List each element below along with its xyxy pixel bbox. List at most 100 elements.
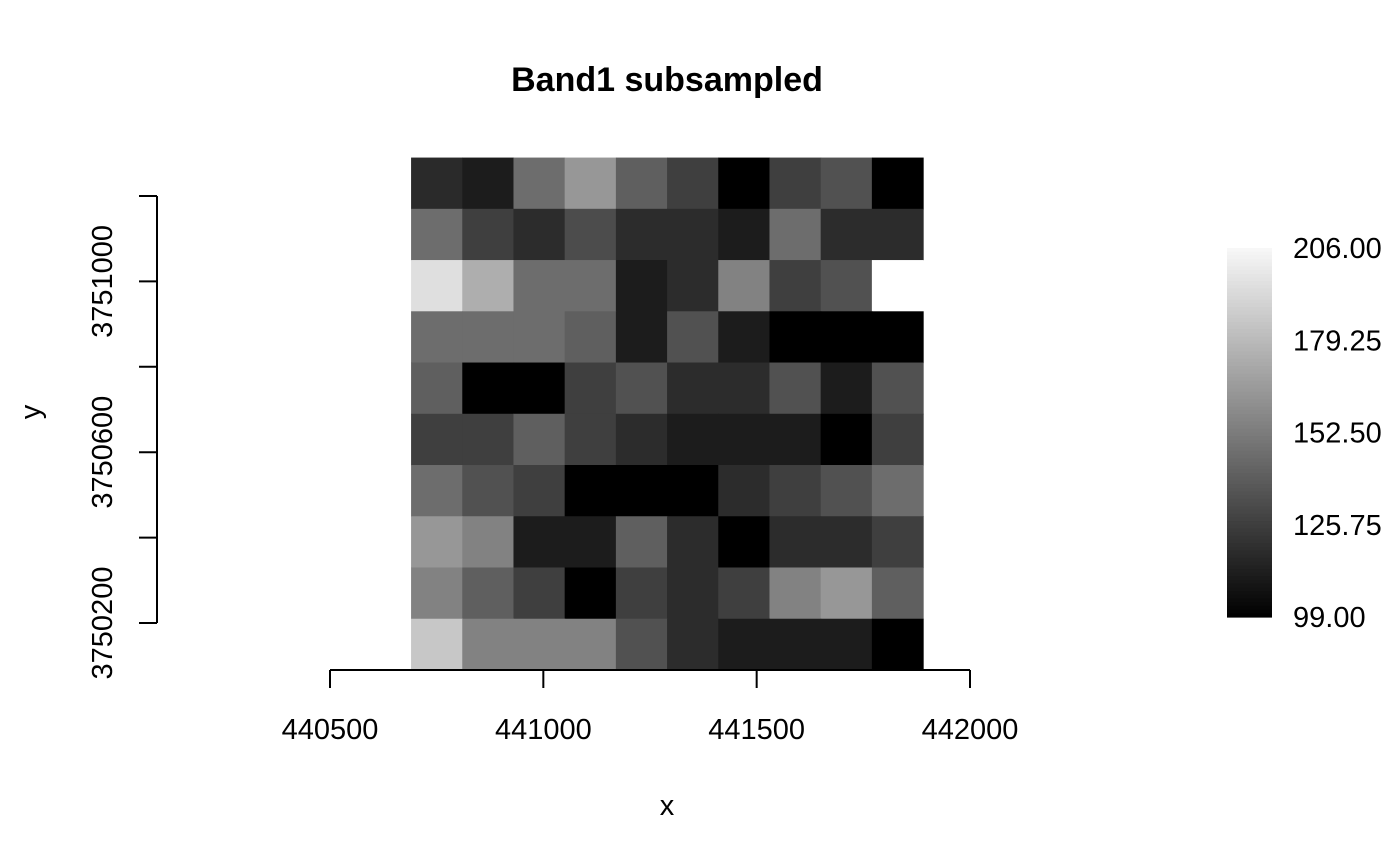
raster-cell xyxy=(462,311,515,364)
legend-swatch xyxy=(1227,587,1272,592)
raster-cell xyxy=(718,413,771,466)
raster-cell xyxy=(820,465,873,517)
legend-swatch xyxy=(1227,469,1272,474)
legend-swatch xyxy=(1227,569,1272,574)
raster-cell xyxy=(564,208,617,261)
legend-swatch xyxy=(1227,288,1272,293)
raster-cell xyxy=(667,157,719,210)
raster-cell xyxy=(615,311,668,364)
raster-cell xyxy=(667,618,719,671)
raster-cell xyxy=(513,260,566,312)
raster-cell xyxy=(615,157,668,210)
raster-cell xyxy=(462,516,515,569)
raster-cell xyxy=(564,362,617,415)
legend-swatch xyxy=(1227,502,1272,507)
legend-swatch xyxy=(1227,465,1272,470)
y-tick-label: 3751000 xyxy=(87,225,119,338)
legend-swatch xyxy=(1227,369,1272,375)
raster-cell xyxy=(615,516,668,569)
raster-cell xyxy=(820,311,873,364)
raster-cell xyxy=(769,413,822,466)
raster-cell xyxy=(820,413,873,466)
raster-cell xyxy=(718,311,771,364)
legend-swatch xyxy=(1227,535,1272,541)
legend-swatch xyxy=(1227,506,1272,511)
legend-swatch xyxy=(1227,314,1272,319)
color-legend: 206.00 179.25 152.50 125.75 99.00 xyxy=(1227,233,1382,634)
raster-cell xyxy=(564,567,617,620)
raster-cell xyxy=(871,362,924,415)
legend-swatch xyxy=(1227,340,1272,345)
legend-swatch xyxy=(1227,284,1272,290)
legend-swatch xyxy=(1227,266,1272,271)
legend-swatch xyxy=(1227,484,1272,489)
chart-title: Band1 subsampled xyxy=(511,61,823,99)
raster-cell xyxy=(718,618,771,671)
legend-swatch xyxy=(1227,462,1272,467)
raster-cell xyxy=(462,208,515,261)
raster-cell xyxy=(769,516,822,569)
raster-cell xyxy=(615,413,668,466)
raster-cell xyxy=(513,311,566,364)
legend-swatch xyxy=(1227,251,1272,256)
raster-cell xyxy=(513,208,566,261)
legend-swatch xyxy=(1227,439,1272,445)
raster-cell xyxy=(769,362,822,415)
legend-swatch xyxy=(1227,539,1272,544)
y-axis: 3750200 3750600 3751000 xyxy=(87,195,158,679)
legend-swatch xyxy=(1227,399,1272,404)
legend-swatch xyxy=(1227,259,1272,264)
legend-swatch xyxy=(1227,428,1272,434)
legend-swatch xyxy=(1227,351,1272,356)
raster-cell xyxy=(564,413,617,466)
raster-cell xyxy=(462,362,515,415)
legend-swatch xyxy=(1227,414,1272,419)
x-tick-label: 441500 xyxy=(708,714,805,746)
legend-swatch xyxy=(1227,491,1272,496)
raster-cell xyxy=(769,567,822,620)
raster-cell xyxy=(615,567,668,620)
raster-cell xyxy=(820,618,873,671)
raster-cell xyxy=(513,567,566,620)
raster-cell xyxy=(411,362,463,415)
legend-swatch xyxy=(1227,402,1272,408)
raster-cell xyxy=(769,465,822,517)
legend-swatch xyxy=(1227,329,1272,334)
legend-swatch xyxy=(1227,561,1272,566)
legend-swatch xyxy=(1227,532,1272,537)
raster-cell xyxy=(820,208,873,261)
y-tick-label: 3750600 xyxy=(87,396,119,509)
legend-swatch xyxy=(1227,391,1272,397)
raster-cell xyxy=(718,157,771,210)
legend-swatch xyxy=(1227,380,1272,386)
raster-cell xyxy=(513,618,566,671)
legend-swatch xyxy=(1227,406,1272,411)
legend-swatch xyxy=(1227,598,1272,603)
raster-cell xyxy=(871,311,924,364)
raster-cell xyxy=(513,157,566,210)
raster-cell xyxy=(820,567,873,620)
legend-swatch xyxy=(1227,310,1272,316)
raster-cell xyxy=(820,516,873,569)
legend-swatch xyxy=(1227,613,1272,618)
raster-cell xyxy=(769,260,822,312)
legend-swatch xyxy=(1227,318,1272,323)
legend-swatch xyxy=(1227,336,1272,341)
raster-cell xyxy=(718,465,771,517)
raster-cell xyxy=(820,157,873,210)
legend-tick-label: 125.75 xyxy=(1293,510,1382,542)
raster-cell xyxy=(871,516,924,569)
legend-swatch xyxy=(1227,602,1272,607)
raster-cell xyxy=(871,413,924,466)
raster-cell xyxy=(667,567,719,620)
legend-swatch xyxy=(1227,443,1272,448)
raster-cell xyxy=(564,260,617,312)
raster-cell xyxy=(462,567,515,620)
raster-cell xyxy=(820,260,873,312)
raster-cell xyxy=(564,618,617,671)
x-tick-label: 442000 xyxy=(922,714,1019,746)
legend-swatch xyxy=(1227,557,1272,563)
raster-cell xyxy=(667,516,719,569)
legend-swatch xyxy=(1227,576,1272,581)
